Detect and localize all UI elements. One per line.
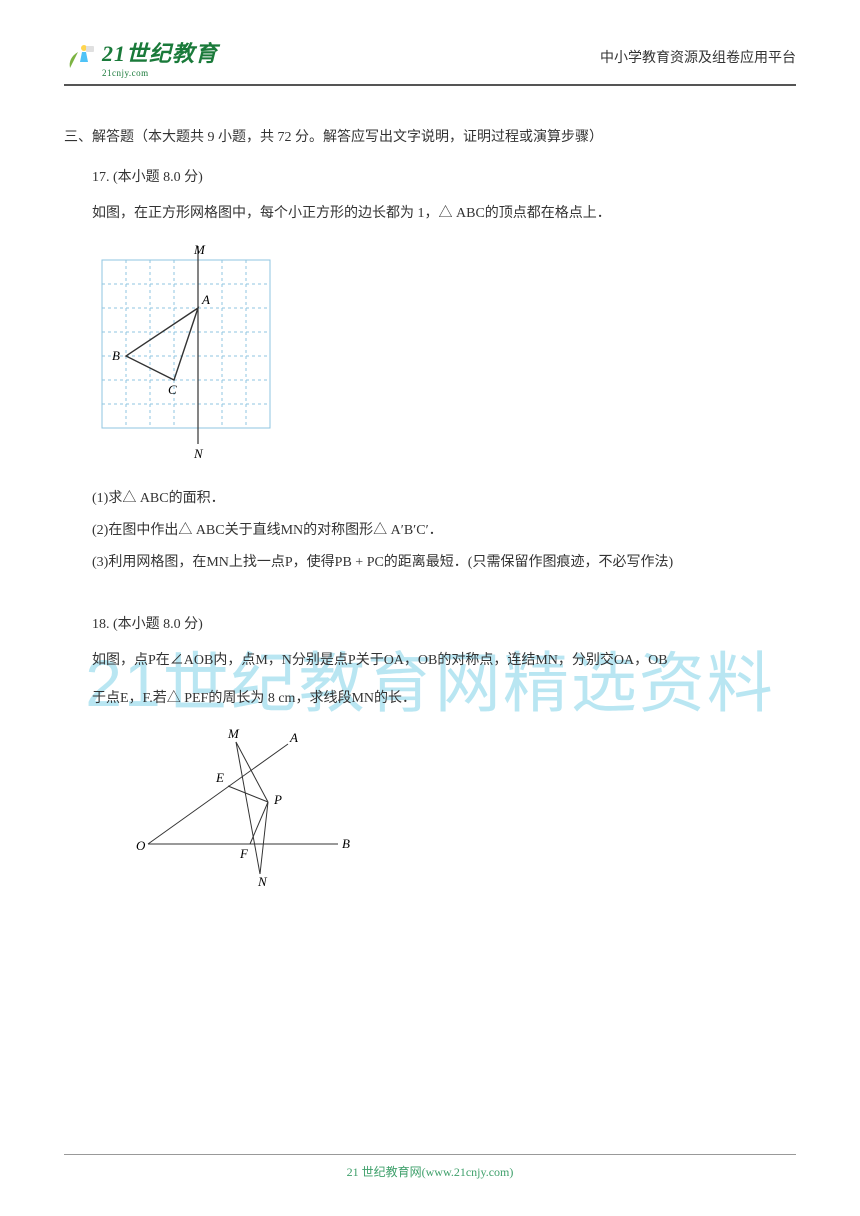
problem-18-body-line2: 于点E，F.若△ PEF的周长为 8 cm，求线段MN的长． [92,687,796,711]
page-header: 21世纪教育 21cnjy.com 中小学教育资源及组卷应用平台 [64,36,796,86]
logo-url: 21cnjy.com [102,68,218,78]
svg-text:N: N [193,446,204,460]
svg-text:A: A [201,292,210,307]
problem-18-header: 18. (本小题 8.0 分) [92,613,796,633]
section-title: 三、解答题（本大题共 9 小题，共 72 分。解答应写出文字说明，证明过程或演算… [64,126,796,146]
page-content: 21世纪教育 21cnjy.com 中小学教育资源及组卷应用平台 三、解答题（本… [0,0,860,975]
svg-text:B: B [342,836,350,851]
logo-icon [64,40,98,74]
q17-sub1: (1)求△ ABC的面积． [92,485,796,513]
problem-17: 17. (本小题 8.0 分) 如图，在正方形网格图中，每个小正方形的边长都为 … [92,166,796,577]
figure-grid-17: M N A B C [92,240,796,465]
svg-text:F: F [239,846,249,861]
header-right-text: 中小学教育资源及组卷应用平台 [600,47,796,67]
footer-url: (www.21cnjy.com) [422,1165,514,1179]
svg-text:C: C [168,382,177,397]
q17-sub3: (3)利用网格图，在MN上找一点P，使得PB + PC的距离最短．(只需保留作图… [92,549,796,577]
logo-block: 21世纪教育 21cnjy.com [64,36,218,78]
svg-text:A: A [289,730,298,745]
svg-text:N: N [257,874,268,889]
svg-text:B: B [112,348,120,363]
page-footer: 21 世纪教育网(www.21cnjy.com) [64,1154,796,1180]
problem-18: 18. (本小题 8.0 分) 如图，点P在∠AOB内，点M，N分别是点P关于O… [92,613,796,900]
footer-main: 21 世纪教育网 [347,1165,422,1179]
svg-text:M: M [227,726,240,741]
svg-text:E: E [215,770,224,785]
logo-text: 21世纪教育 [102,41,218,66]
problem-17-body: 如图，在正方形网格图中，每个小正方形的边长都为 1，△ ABC的顶点都在格点上． [92,202,796,226]
q17-sub2: (2)在图中作出△ ABC关于直线MN的对称图形△ A′B′C′． [92,517,796,545]
svg-text:M: M [193,242,206,257]
problem-17-header: 17. (本小题 8.0 分) [92,166,796,186]
svg-text:P: P [273,792,282,807]
figure-geo-18: O A B M E P F N [128,724,796,899]
svg-text:O: O [136,838,146,853]
problem-18-body-line1: 如图，点P在∠AOB内，点M，N分别是点P关于OA，OB的对称点，连结MN，分别… [92,649,796,673]
